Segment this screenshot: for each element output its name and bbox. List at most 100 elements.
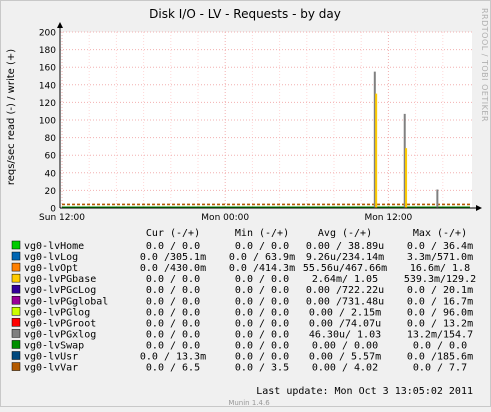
grid (60, 31, 472, 208)
legend-series-name: vg0-lvPGglobal (24, 296, 108, 307)
y-axis-label: reqs/sec read (-) / write (+) (6, 49, 17, 185)
legend-value: 0.0 /185.6m (407, 352, 473, 363)
x-axis-arrow (476, 205, 482, 211)
x-tick-label: Sun 12:00 (39, 213, 85, 223)
legend-series-name: vg0-lvPGcLog (24, 285, 96, 296)
legend-value: 0.0 / 0.0 (146, 307, 200, 318)
legend-value: 0.0 / 0.0 (235, 352, 289, 363)
legend-series-name: vg0-lvUsr (24, 352, 78, 363)
legend-value: 0.0 / 0.0 (235, 307, 289, 318)
legend-value: 0.0 / 13.2m (407, 318, 473, 329)
legend-column-header: Cur (-/+) (146, 228, 200, 239)
data-marks (62, 71, 470, 208)
legend-value: 0.00 / 38.89u (306, 241, 384, 252)
legend-value: 13.2m/154.7 (407, 329, 473, 340)
y-tick-labels: 0 20 40 60 80 100 120 140 160 180 200 (39, 29, 56, 215)
legend-swatch (11, 307, 21, 316)
legend-value: 0.0 / 6.5 (146, 363, 200, 374)
legend-value: 0.0 / 0.0 (235, 318, 289, 329)
y-tick-label: 40 (45, 169, 57, 179)
legend-value: 0.0 / 0.0 (235, 285, 289, 296)
legend-swatch (11, 340, 21, 349)
y-tick-label: 80 (45, 134, 57, 144)
legend-series-name: vg0-lvPGbase (24, 274, 96, 285)
legend-swatch (11, 318, 21, 327)
legend-value: 0.0 / 0.0 (235, 274, 289, 285)
y-tick-label: 180 (39, 46, 56, 56)
legend-column-header: Min (-/+) (235, 228, 289, 239)
legend-value: 0.00 / 2.15m (309, 307, 381, 318)
y-axis-arrow (57, 22, 63, 28)
legend-swatch (11, 240, 21, 250)
munin-version: Munin 1.4.6 (228, 399, 270, 407)
legend-value: 3.3m/571.0m (407, 252, 473, 263)
legend-value: 0.0 / 0.0 (146, 285, 200, 296)
legend-series-name: vg0-lvPGxlog (24, 329, 96, 340)
legend-value: 0.0 / 13.3m (140, 352, 206, 363)
legend-value: 0.0 / 36.4m (407, 241, 473, 252)
legend-column-header: Max (-/+) (413, 228, 467, 239)
legend-value: 0.0 / 0.0 (146, 296, 200, 307)
legend-value: 9.26u/234.14m (306, 252, 384, 263)
y-tick-label: 120 (39, 99, 56, 109)
legend-value: 0.0 / 0.0 (235, 340, 289, 351)
legend-series-name: vg0-lvVar (24, 363, 78, 374)
x-tick-label: Mon 00:00 (201, 213, 249, 223)
axes (57, 22, 482, 211)
legend-value: 0.0 / 16.7m (407, 296, 473, 307)
y-tick-label: 20 (45, 187, 57, 197)
legend-series-name: vg0-lvSwap (24, 340, 84, 351)
legend-value: 0.0 / 3.5 (235, 363, 289, 374)
legend-value: 0.0 / 63.9m (229, 252, 295, 263)
last-update: Last update: Mon Oct 3 13:05:02 2011 (256, 386, 473, 397)
legend-value: 0.0 / 0.0 (146, 329, 200, 340)
y-tick-label: 140 (39, 81, 56, 91)
legend-column-header: Avg (-/+) (318, 228, 372, 239)
legend-value: 0.0 / 0.0 (235, 296, 289, 307)
legend-swatch (11, 351, 21, 360)
legend-series-name: vg0-lvPGlog (24, 307, 90, 318)
legend-swatch (11, 362, 21, 371)
y-tick-label: 100 (39, 117, 56, 127)
chart-title: Disk I/O - LV - Requests - by day (149, 7, 341, 21)
legend-swatch (11, 296, 21, 305)
legend-value: 0.00 / 0.00 (312, 340, 378, 351)
legend-value: 539.3m/129.2 (404, 274, 476, 285)
legend-value: 0.0 / 0.0 (235, 329, 289, 340)
legend-swatch (11, 329, 21, 338)
legend-value: 0.0 / 20.1m (407, 285, 473, 296)
legend-value: 0.0 / 0.0 (235, 241, 289, 252)
legend-value: 0.00 /731.48u (306, 296, 384, 307)
rrdtool-credit: RRDTOOL / TOBI OETIKER (480, 8, 489, 122)
y-tick-label: 0 (50, 205, 56, 215)
legend-value: 0.0 / 7.7 (413, 363, 467, 374)
y-tick-label: 160 (39, 64, 56, 74)
y-tick-label: 60 (45, 152, 57, 162)
legend-value: 0.0 / 0.0 (146, 318, 200, 329)
legend-series-name: vg0-lvLog (24, 252, 78, 263)
legend-swatch (11, 273, 21, 283)
legend-value: 55.56u/467.66m (303, 263, 387, 274)
legend-value: 46.30u/ 1.03 (309, 329, 381, 340)
y-tick-label: 200 (39, 29, 56, 39)
legend-value: 0.00 /722.22u (306, 285, 384, 296)
legend-value: 0.0 / 96.0m (407, 307, 473, 318)
legend-series-name: vg0-lvHome (24, 241, 84, 252)
legend-value: 0.0 /414.3m (229, 263, 295, 274)
legend-value: 0.0 / 0.0 (146, 241, 200, 252)
legend-series-name: vg0-lvPGroot (24, 318, 96, 329)
legend: Cur (-/+) Min (-/+) Avg (-/+) Max (-/+) vg0-… (11, 228, 476, 374)
legend-value: 0.00 / 4.02 (312, 363, 378, 374)
legend-value: 0.0 /430.0m (140, 263, 206, 274)
legend-series-name: vg0-lvOpt (24, 263, 78, 274)
legend-value: 2.64m/ 1.05 (312, 274, 378, 285)
legend-value: 16.6m/ 1.8 (410, 263, 470, 274)
legend-swatch (11, 284, 21, 294)
x-tick-label: Mon 12:00 (365, 213, 413, 223)
legend-value: 0.00 /74.07u (309, 318, 381, 329)
legend-value: 0.0 / 0.0 (413, 340, 467, 351)
legend-value: 0.0 / 0.0 (146, 274, 200, 285)
legend-swatch (11, 262, 21, 272)
